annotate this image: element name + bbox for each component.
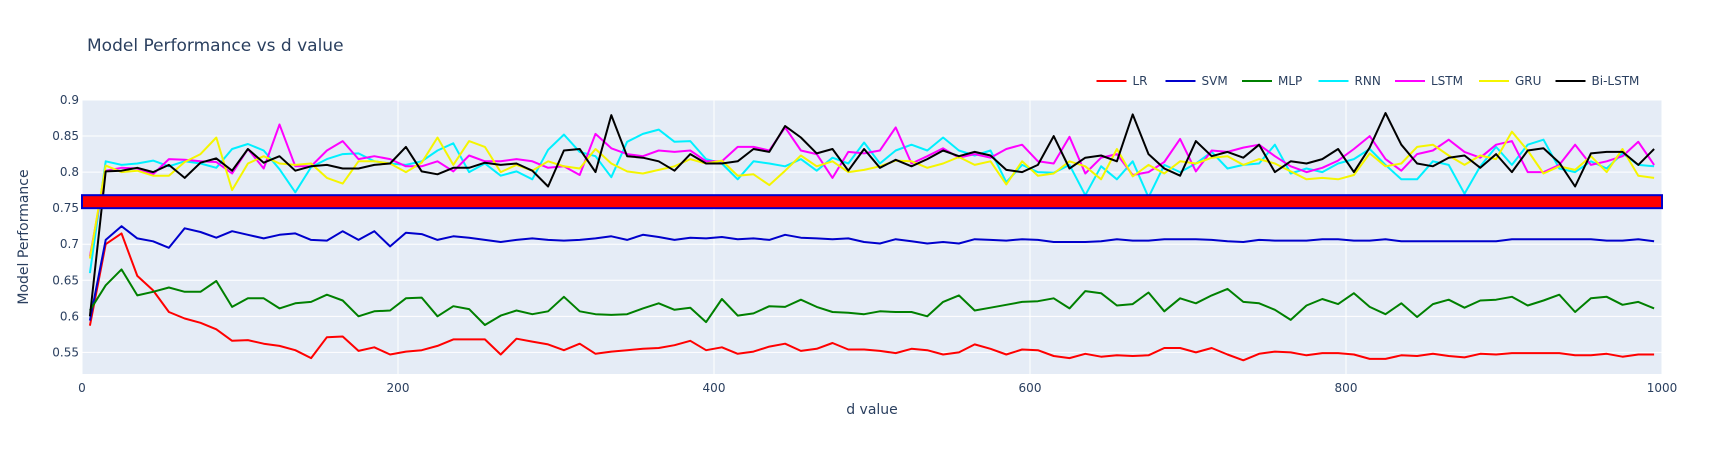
legend-item-svm[interactable]: SVM [1165, 74, 1228, 88]
legend-label: SVM [1202, 74, 1228, 88]
x-tick-label: 600 [1019, 381, 1042, 395]
y-tick-label: 0.9 [60, 93, 79, 107]
legend-item-rnn[interactable]: RNN [1318, 74, 1381, 88]
legend-label: Bi-LSTM [1592, 74, 1640, 88]
legend-label: GRU [1515, 74, 1541, 88]
legend-item-lr[interactable]: LR [1096, 74, 1148, 88]
highlight-band [81, 194, 1663, 210]
y-tick-label: 0.65 [52, 273, 79, 287]
legend-label: LR [1133, 74, 1148, 88]
x-tick-label: 400 [703, 381, 726, 395]
legend-item-gru[interactable]: GRU [1479, 74, 1541, 88]
series-line-svm [88, 225, 1655, 321]
x-axis-ticks: 0 200 400 600 800 1000 [78, 381, 1677, 395]
legend-label: RNN [1355, 74, 1381, 88]
highlight-band-layer [81, 194, 1663, 210]
legend-item-mlp[interactable]: MLP [1242, 74, 1302, 88]
series-layer [88, 112, 1655, 362]
x-axis-label: d value [846, 402, 898, 418]
y-axis-ticks: 0.55 0.6 0.65 0.7 0.75 0.8 0.85 0.9 [52, 93, 79, 359]
legend-item-lstm[interactable]: LSTM [1395, 74, 1463, 88]
series-line-lr [88, 232, 1655, 362]
series-line-mlp [89, 268, 1655, 326]
y-tick-label: 0.6 [60, 309, 79, 323]
y-axis-label: Model Performance [16, 169, 32, 304]
legend-label: LSTM [1431, 74, 1463, 88]
y-tick-label: 0.8 [60, 165, 79, 179]
legend: LR SVM MLP RNN LSTM GRU Bi-LSTM [1096, 74, 1640, 88]
chart-title: Model Performance vs d value [87, 36, 344, 56]
x-tick-label: 1000 [1647, 381, 1678, 395]
legend-item-bi-lstm[interactable]: Bi-LSTM [1555, 74, 1640, 88]
y-tick-label: 0.75 [52, 201, 79, 215]
x-tick-label: 200 [387, 381, 410, 395]
y-tick-label: 0.55 [52, 345, 79, 359]
plot-background [82, 100, 1662, 374]
legend-label: MLP [1278, 74, 1302, 88]
y-tick-label: 0.85 [52, 129, 79, 143]
x-tick-label: 800 [1335, 381, 1358, 395]
series-line-gru [88, 130, 1655, 259]
y-tick-label: 0.7 [60, 237, 79, 251]
x-tick-label: 0 [78, 381, 86, 395]
series-line-bi-lstm [88, 112, 1655, 317]
series-line-rnn [88, 128, 1655, 274]
